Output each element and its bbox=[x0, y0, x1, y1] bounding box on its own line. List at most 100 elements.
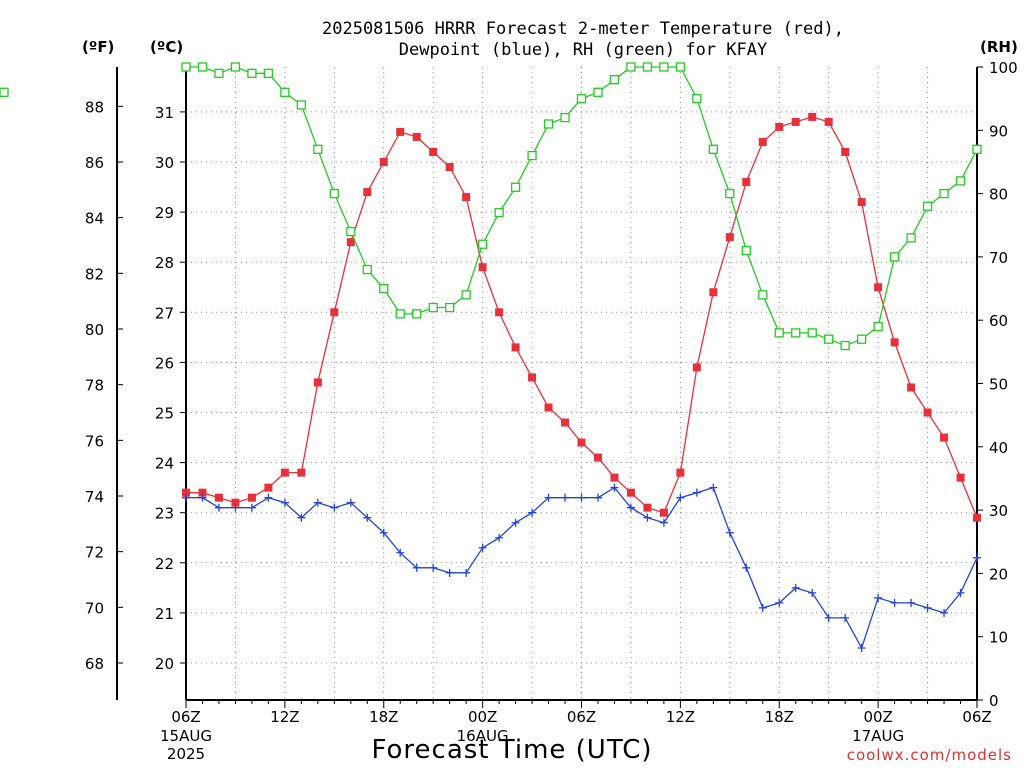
unit-celsius: (ºC) bbox=[150, 38, 183, 56]
point-temperature-31 bbox=[692, 363, 701, 372]
point-rh-15 bbox=[428, 302, 438, 313]
tick-label-fahrenheit-7: 82 bbox=[85, 265, 104, 283]
point-rh-36 bbox=[774, 328, 784, 338]
point-temperature-9 bbox=[330, 308, 339, 317]
credit-text: coolwx.com/models bbox=[847, 746, 1012, 764]
point-dewpoint-31 bbox=[692, 488, 701, 497]
tick-label-rh-5: 50 bbox=[989, 376, 1008, 394]
point-rh-16 bbox=[445, 302, 455, 313]
point-rh-14 bbox=[412, 309, 422, 319]
point-rh-41 bbox=[856, 334, 867, 344]
point-dewpoint-11 bbox=[363, 513, 372, 522]
tick-label-rh-10: 100 bbox=[989, 59, 1018, 77]
point-rh-45 bbox=[922, 201, 933, 211]
point-rh-7 bbox=[296, 100, 307, 110]
unit-rh: (RH) bbox=[980, 38, 1018, 56]
point-temperature-29 bbox=[659, 508, 668, 517]
point-rh-8 bbox=[313, 144, 323, 154]
point-rh-2 bbox=[214, 68, 224, 78]
point-rh-24 bbox=[576, 94, 587, 104]
point-temperature-41 bbox=[857, 198, 866, 207]
point-rh-19 bbox=[494, 207, 504, 218]
point-rh-34 bbox=[741, 245, 751, 256]
point-rh-30 bbox=[675, 62, 686, 72]
point-dewpoint-42 bbox=[874, 593, 883, 602]
point-dewpoint-22 bbox=[544, 493, 553, 502]
point-dewpoint-12 bbox=[379, 528, 388, 537]
tick-label-fahrenheit-2: 72 bbox=[85, 544, 104, 562]
point-temperature-13 bbox=[396, 127, 405, 136]
point-dewpoint-17 bbox=[462, 568, 471, 577]
series-layer bbox=[0, 62, 982, 652]
tick-label-x-3: 00Z bbox=[468, 708, 497, 726]
point-dewpoint-40 bbox=[841, 613, 850, 622]
point-dewpoint-20 bbox=[511, 518, 520, 527]
tick-label-celsius-6: 26 bbox=[155, 354, 174, 372]
tick-label-fahrenheit-3: 74 bbox=[85, 488, 104, 506]
chart-title-line-1: 2025081506 HRRR Forecast 2-meter Tempera… bbox=[322, 19, 844, 39]
point-rh-5 bbox=[263, 68, 274, 78]
tick-label-rh-2: 20 bbox=[989, 565, 1008, 583]
point-temperature-1 bbox=[198, 488, 207, 497]
point-temperature-36 bbox=[775, 122, 784, 131]
tick-label-x-2: 18Z bbox=[369, 708, 398, 726]
point-dewpoint-26 bbox=[610, 483, 619, 492]
point-rh-0 bbox=[181, 62, 191, 72]
tick-label-fahrenheit-6: 80 bbox=[85, 321, 104, 339]
point-temperature-48 bbox=[973, 513, 981, 522]
point-temperature-40 bbox=[841, 147, 850, 156]
tick-label-rh-4: 40 bbox=[989, 439, 1008, 457]
chart-title-line-2: Dewpoint (blue), RH (green) for KFAY bbox=[399, 40, 767, 60]
point-rh-28 bbox=[642, 62, 653, 72]
point-rh-32 bbox=[708, 144, 718, 154]
point-rh-22 bbox=[543, 119, 554, 129]
tick-label-fahrenheit-1: 70 bbox=[85, 599, 104, 617]
point-dewpoint-33 bbox=[725, 528, 734, 537]
point-dewpoint-28 bbox=[643, 513, 652, 522]
point-temperature-14 bbox=[412, 132, 421, 141]
point-rh-18 bbox=[477, 239, 488, 249]
point-rh-31 bbox=[692, 94, 702, 104]
point-rh-40 bbox=[840, 340, 850, 351]
point-dewpoint-13 bbox=[396, 548, 405, 557]
tick-label-x-6: 18Z bbox=[765, 708, 794, 726]
point-temperature-43 bbox=[890, 338, 899, 347]
point-temperature-17 bbox=[462, 193, 471, 202]
point-dewpoint-44 bbox=[907, 598, 916, 607]
point-temperature-12 bbox=[379, 158, 388, 166]
point-dewpoint-2 bbox=[214, 503, 223, 512]
point-dewpoint-21 bbox=[528, 508, 537, 517]
point-temperature-47 bbox=[956, 473, 965, 482]
point-dewpoint-3 bbox=[231, 503, 240, 512]
point-temperature-46 bbox=[940, 433, 949, 442]
point-rh-27 bbox=[626, 62, 636, 72]
point-temperature-0 bbox=[182, 488, 190, 497]
point-dewpoint-35 bbox=[758, 603, 767, 612]
point-dewpoint-27 bbox=[626, 503, 635, 512]
point-dewpoint-29 bbox=[659, 518, 668, 527]
point-dewpoint-48 bbox=[973, 553, 981, 562]
tick-label-rh-3: 30 bbox=[989, 502, 1008, 520]
point-temperature-30 bbox=[676, 468, 685, 477]
tick-label-celsius-3: 23 bbox=[155, 505, 174, 523]
point-rh-4 bbox=[247, 68, 257, 78]
point-dewpoint-4 bbox=[247, 503, 256, 512]
point-dewpoint-10 bbox=[346, 498, 355, 507]
point-dewpoint-23 bbox=[561, 493, 570, 502]
point-dewpoint-38 bbox=[808, 588, 817, 597]
point-rh-21 bbox=[527, 150, 537, 161]
point-dewpoint-30 bbox=[676, 493, 685, 502]
tick-label-celsius-9: 29 bbox=[155, 204, 174, 222]
date-label-0-0: 15AUG bbox=[160, 727, 212, 745]
point-temperature-27 bbox=[626, 488, 635, 497]
point-rh-48 bbox=[972, 144, 982, 154]
point-rh-33 bbox=[725, 188, 735, 199]
point-temperature-21 bbox=[528, 373, 537, 382]
point-temperature-39 bbox=[824, 117, 833, 126]
point-dewpoint-5 bbox=[264, 493, 273, 502]
tick-label-celsius-8: 28 bbox=[155, 254, 174, 272]
point-rh-47 bbox=[955, 176, 966, 186]
point-dewpoint-18 bbox=[478, 543, 487, 552]
tick-label-rh-8: 80 bbox=[989, 186, 1008, 204]
